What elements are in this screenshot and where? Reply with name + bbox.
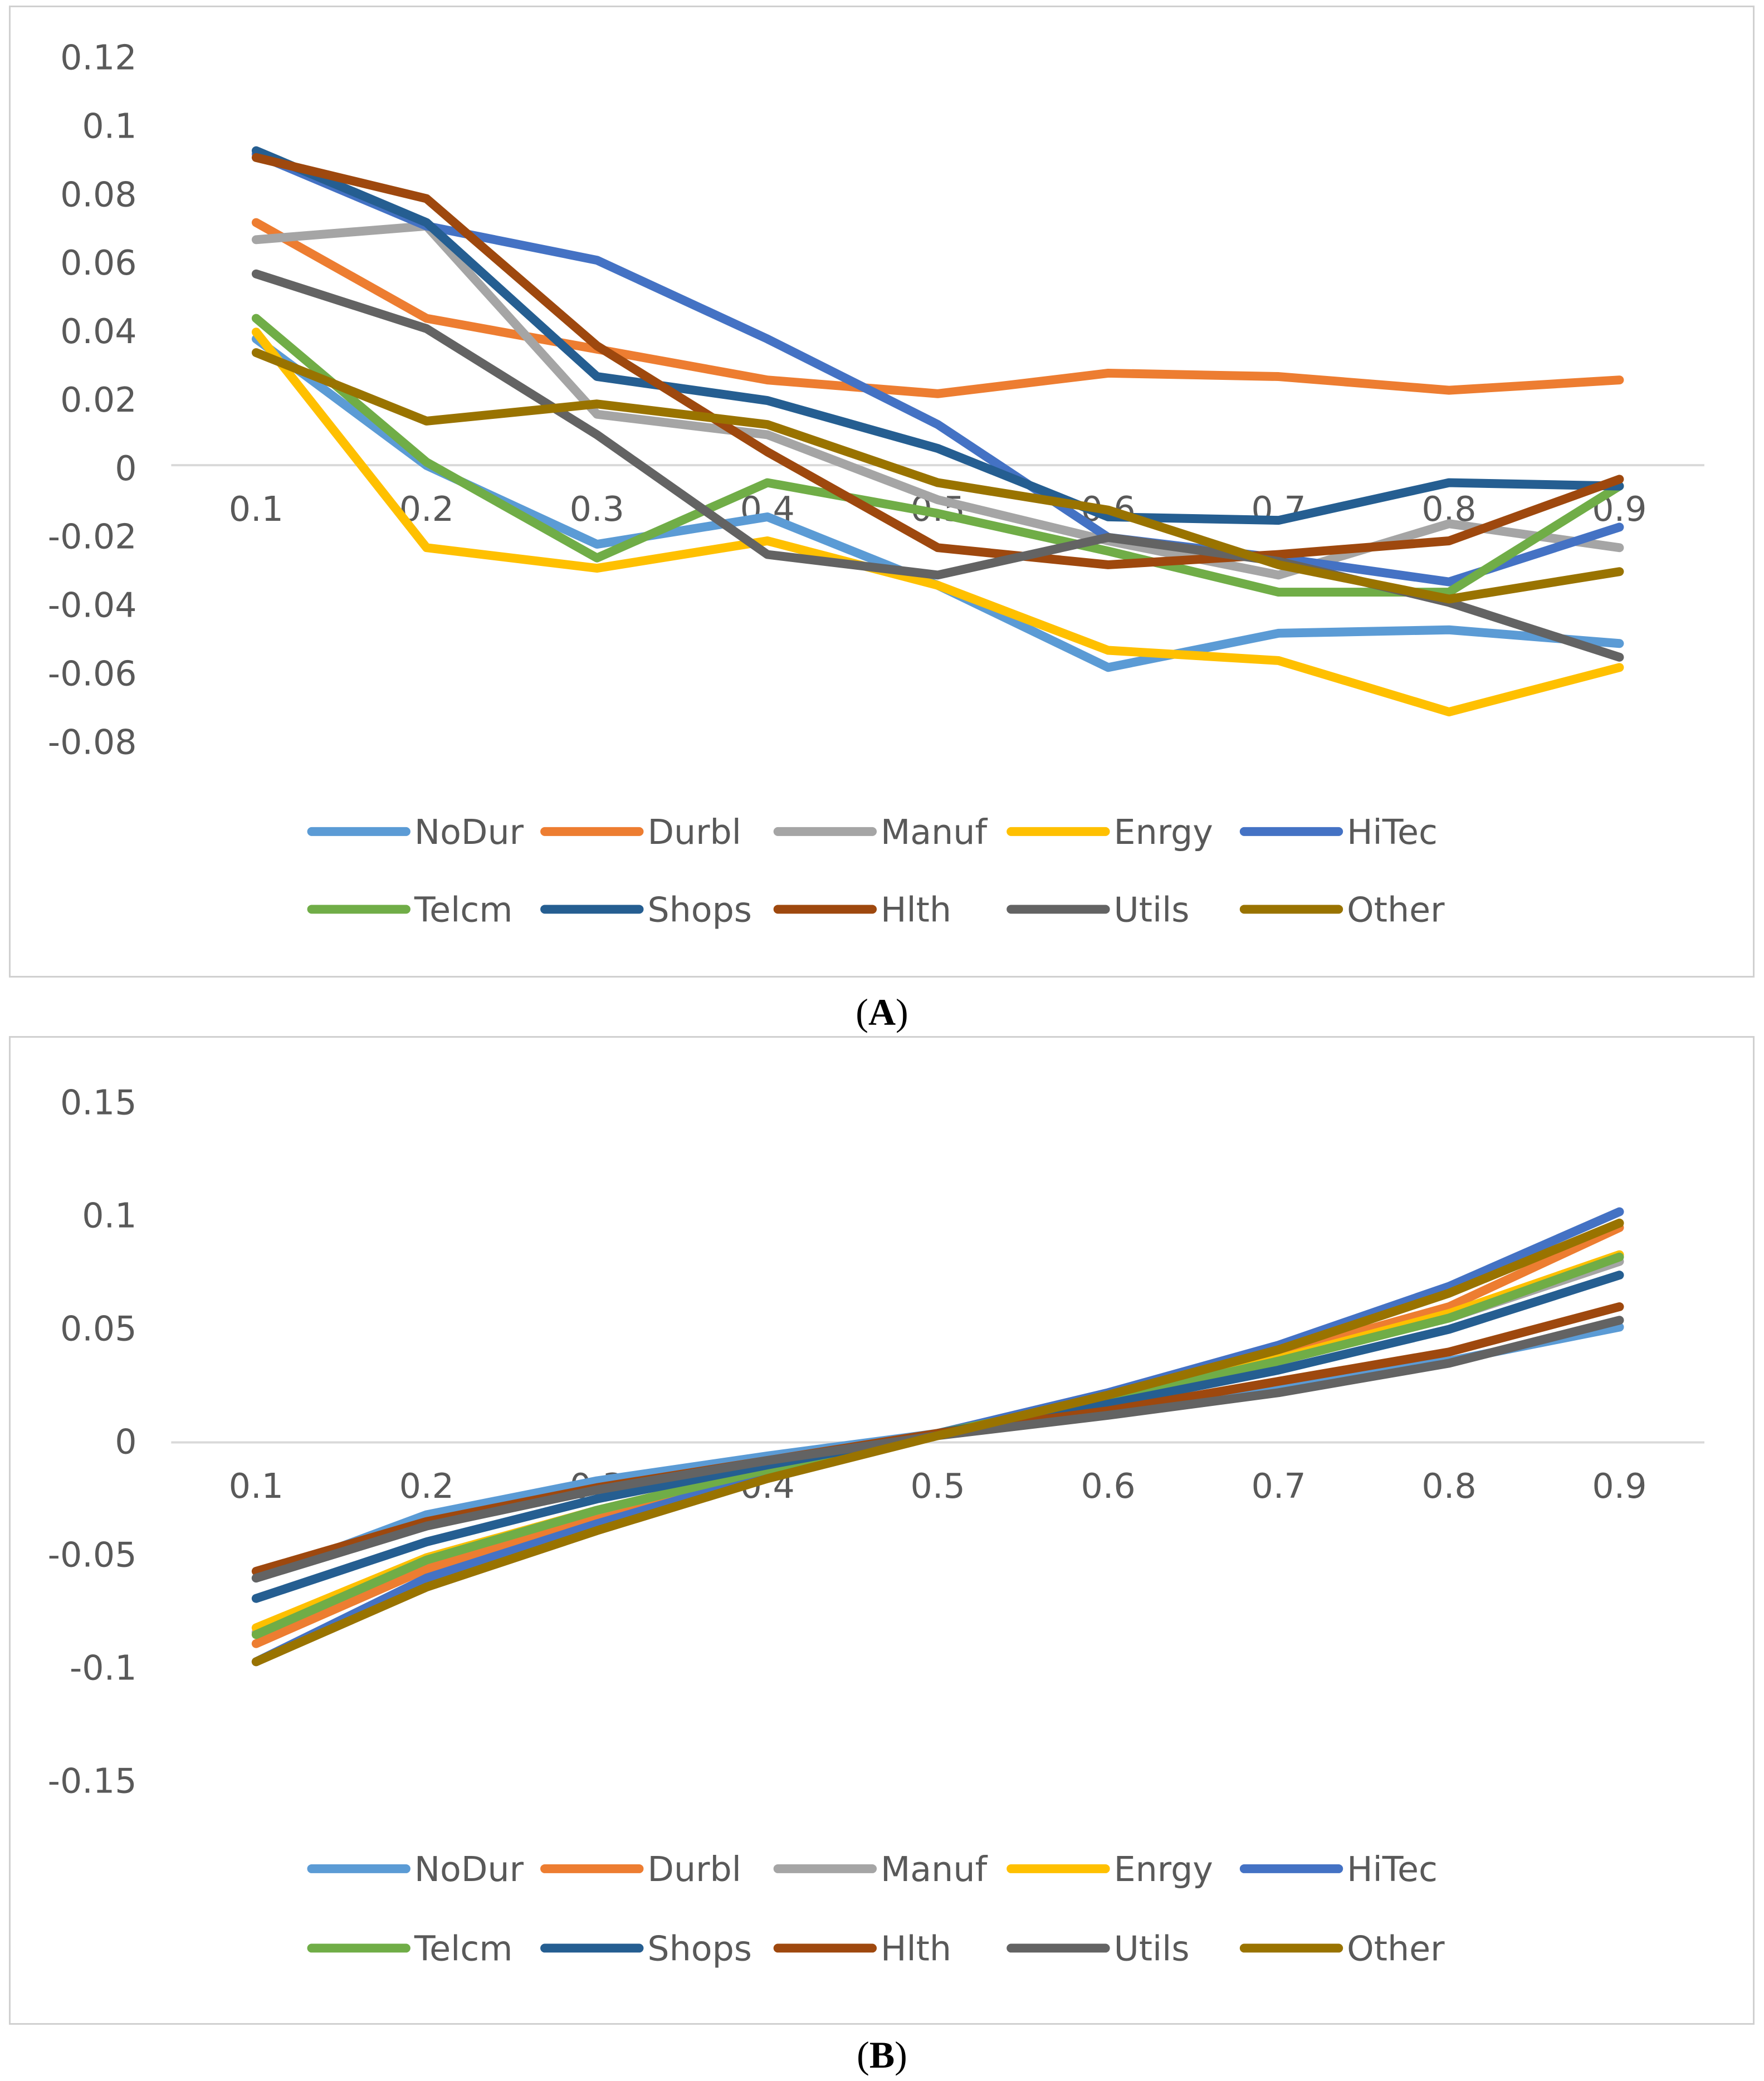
legend-label-durbl: Durbl [647,812,741,852]
y-tick-label: 0.15 [60,1083,137,1123]
y-tick-label: 0.1 [82,1196,136,1236]
x-tick-label: 0.1 [229,1466,284,1506]
legend-label-utils: Utils [1114,1928,1190,1968]
x-tick-label: 0.2 [399,1466,454,1506]
y-tick-label: 0.06 [60,243,137,283]
chart-panel-b: 0.15 0.1 0.05 0 -0.05 -0.1 -0.15 0.1 0.2 0.3 0.4 0.… [9,1036,1755,2025]
caption-b-label: B [869,2034,895,2076]
series-line-manuf [251,221,1624,580]
y-tick-label: -0.02 [48,517,137,557]
y-tick-label: 0.05 [60,1308,137,1349]
series-line-other [251,1218,1624,1667]
x-tick-label: 0.1 [229,489,284,529]
legend-label-nodur: NoDur [414,1849,524,1889]
y-tick-label: 0.1 [82,106,136,146]
legend-label-telcm: Telcm [414,1928,513,1968]
y-tick-label: -0.1 [70,1648,137,1688]
x-tick-label: 0.9 [1592,1466,1646,1506]
series-line-hitec [251,149,1624,587]
legend-label-hitec: HiTec [1347,1849,1438,1889]
x-tick-label: 0.3 [570,489,624,529]
y-tick-label: -0.15 [48,1761,137,1801]
x-tick-label: 0.5 [911,1466,965,1506]
y-tick-label: -0.06 [48,653,137,693]
line-chart-a: 0.12 0.1 0.08 0.06 0.04 0.02 0 -0.02 -0.04 -0.06 -… [48,38,1704,930]
legend-label-utils: Utils [1114,890,1190,930]
legend-label-durbl: Durbl [647,1849,741,1889]
y-tick-label: 0 [115,448,136,489]
legend-label-other: Other [1347,1928,1445,1968]
legend-label-manuf: Manuf [881,812,988,852]
legend-label-manuf: Manuf [881,1849,988,1889]
legend-label-hlth: Hlth [881,890,951,930]
legend-label-enrgy: Enrgy [1114,812,1213,852]
legend-label-nodur: NoDur [414,812,524,852]
legend-label-hitec: HiTec [1347,812,1438,852]
x-tick-label: 0.7 [1251,1466,1306,1506]
series-line-durbl [251,218,1624,398]
y-tick-label: -0.08 [48,722,137,762]
y-tick-label: 0.12 [60,38,137,78]
y-tick-label: -0.04 [48,585,137,626]
legend-label-other: Other [1347,890,1445,930]
caption-a-label: A [868,991,896,1033]
y-tick-label: -0.05 [48,1535,137,1575]
legend-label-enrgy: Enrgy [1114,1849,1213,1889]
caption-a: (A) [856,991,908,1033]
y-tick-label: 0.08 [60,174,137,214]
series-line-hlth [251,153,1624,569]
y-tick-label: 0 [115,1421,136,1462]
caption-b: (B) [857,2034,907,2076]
series-line-enrgy [251,328,1624,717]
legend-label-shops: Shops [647,890,752,930]
x-tick-label: 0.8 [1421,1466,1476,1506]
y-tick-label: 0.02 [60,380,137,420]
chart-panel-a: 0.12 0.1 0.08 0.06 0.04 0.02 0 -0.02 -0.04 -0.06 -… [9,6,1755,978]
legend-label-hlth: Hlth [881,1928,951,1968]
line-chart-b: 0.150.10.050-0.05-0.1-0.150.1 0.2 0.3 0.4 0.… [48,1083,1704,1968]
x-tick-label: 0.6 [1081,1466,1135,1506]
legend-label-telcm: Telcm [414,890,513,930]
y-tick-label: 0.04 [60,311,137,351]
series-line-other [251,348,1624,604]
legend-label-shops: Shops [647,1928,752,1968]
series-line-shops [251,146,1624,525]
